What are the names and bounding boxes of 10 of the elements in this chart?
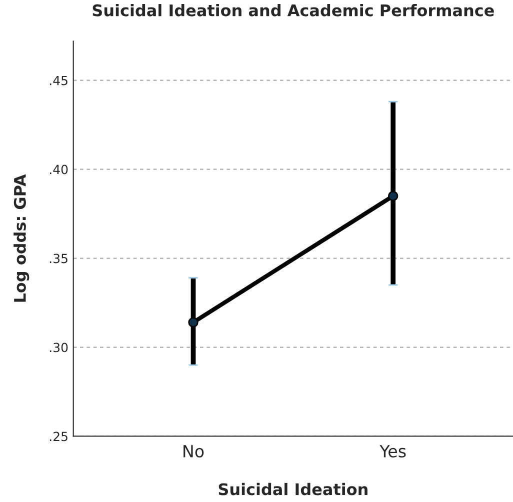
y-tick-label: .40 [50,164,68,174]
y-axis-title: Log odds: GPA [14,174,30,302]
chart-title: Suicidal Ideation and Academic Performance [92,4,494,16]
y-tick-label: .35 [50,254,68,264]
y-tick-label: .45 [50,76,68,86]
x-tick-label: No [184,445,204,458]
x-axis-title: Suicidal Ideation [218,482,368,496]
y-tick-label: .30 [50,342,68,352]
y-tick-label: .25 [50,432,68,442]
x-tick-label: Yes [380,445,406,458]
